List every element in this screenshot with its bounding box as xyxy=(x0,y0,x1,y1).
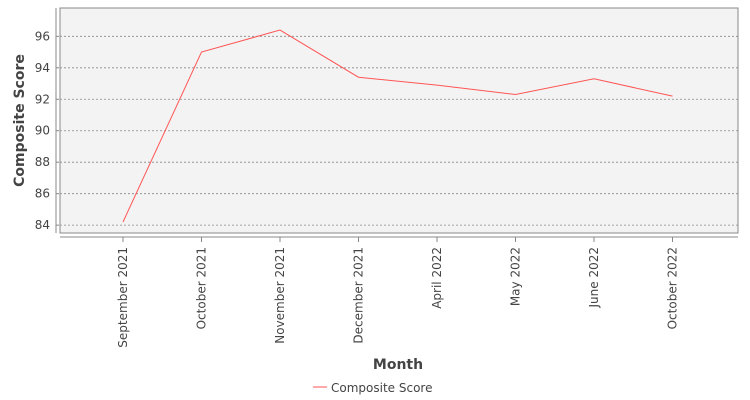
x-axis-title: Month xyxy=(373,357,423,373)
legend: Composite Score xyxy=(313,381,432,395)
x-tick-label-0: September 2021 xyxy=(116,247,130,348)
y-tick-label-3: 90 xyxy=(35,124,50,138)
x-tick-label-4: April 2022 xyxy=(430,247,444,309)
x-tick-label-3: December 2021 xyxy=(352,247,366,344)
series-layer xyxy=(122,29,673,223)
y-tick-label-2: 88 xyxy=(35,155,50,169)
x-tick-label-5: May 2022 xyxy=(509,247,523,306)
legend-label: Composite Score xyxy=(331,381,432,395)
x-tick-label-1: October 2021 xyxy=(195,247,209,329)
x-tick-label-7: October 2022 xyxy=(666,247,680,329)
y-axis-title: Composite Score xyxy=(12,54,28,187)
y-tick-label-4: 92 xyxy=(35,92,50,106)
y-tick-label-0: 84 xyxy=(35,218,50,232)
y-tick-label-1: 86 xyxy=(35,187,50,201)
series-line-0 xyxy=(122,29,673,223)
grid-lines xyxy=(60,35,738,226)
x-tick-label-6: June 2022 xyxy=(587,247,601,309)
y-tick-label-6: 96 xyxy=(35,29,50,43)
x-tick-label-2: November 2021 xyxy=(273,247,287,344)
y-axis: 84 86 88 90 92 94 96 xyxy=(35,8,59,233)
y-tick-label-5: 94 xyxy=(35,61,50,75)
x-axis: September 2021 October 2021 November 2021 D… xyxy=(60,236,738,348)
plot-area xyxy=(59,7,739,234)
